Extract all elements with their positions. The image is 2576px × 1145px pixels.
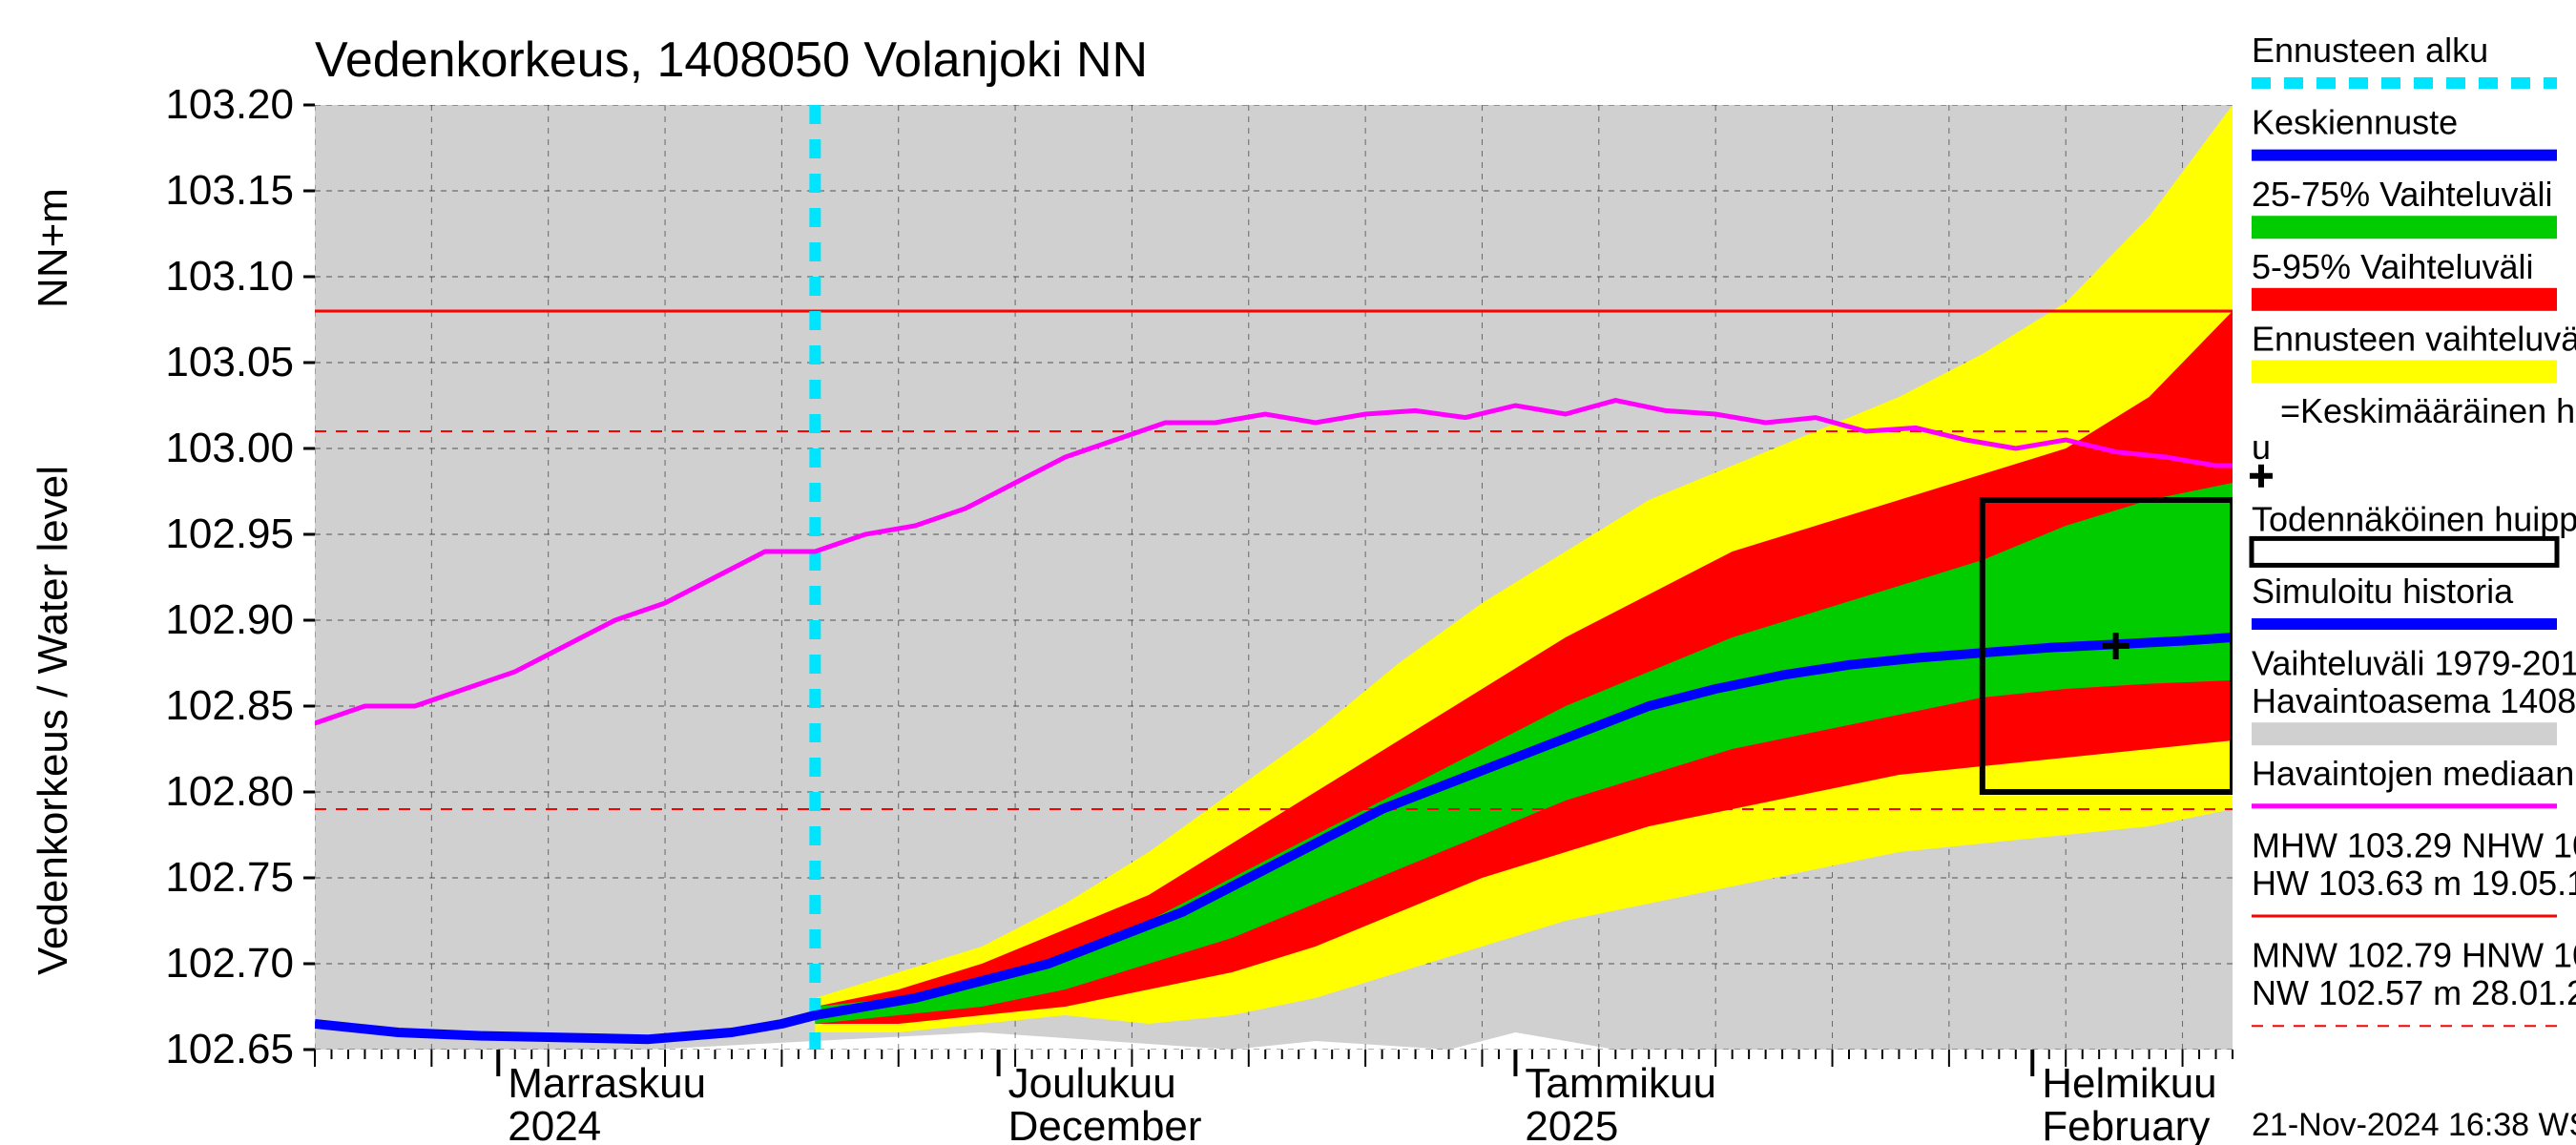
svg-text:Havaintoasema 1408050: Havaintoasema 1408050: [2252, 681, 2576, 720]
svg-text:Joulukuu: Joulukuu: [1008, 1060, 1176, 1107]
chart-svg: 102.65 102.70 102.75 102.80 102.85 102.90 102.…: [0, 0, 2576, 1145]
svg-text:Todennäköinen huippu: Todennäköinen huippu: [2252, 499, 2576, 538]
svg-text:2025: 2025: [1525, 1103, 1618, 1145]
svg-text:February: February: [2042, 1103, 2210, 1145]
svg-text:2024: 2024: [508, 1103, 601, 1145]
svg-text:Ennusteen vaihteluväli: Ennusteen vaihteluväli: [2252, 319, 2576, 358]
svg-text:103.15: 103.15: [165, 167, 294, 214]
svg-text:Vedenkorkeus / Water level: Vedenkorkeus / Water level: [30, 466, 76, 975]
svg-text:Keskiennuste: Keskiennuste: [2252, 103, 2458, 142]
svg-text:Vaihteluväli 1979-2019: Vaihteluväli 1979-2019: [2252, 644, 2576, 683]
svg-text:102.75: 102.75: [165, 854, 294, 901]
svg-text:103.20: 103.20: [165, 81, 294, 128]
svg-text:MHW 103.29 NHW 103.08: MHW 103.29 NHW 103.08: [2252, 825, 2576, 864]
svg-text:103.10: 103.10: [165, 253, 294, 300]
svg-text:Marraskuu: Marraskuu: [508, 1060, 706, 1107]
svg-text:102.70: 102.70: [165, 940, 294, 987]
svg-text:NW 102.57 m 28.01.2003: NW 102.57 m 28.01.2003: [2252, 973, 2576, 1012]
svg-text:Havaintojen mediaani: Havaintojen mediaani: [2252, 754, 2576, 793]
svg-text:102.95: 102.95: [165, 510, 294, 557]
svg-text:103.00: 103.00: [165, 425, 294, 471]
svg-text:Tammikuu: Tammikuu: [1525, 1060, 1716, 1107]
svg-text:u: u: [2252, 427, 2271, 467]
svg-text:=Keskimääräinen huippu: =Keskimääräinen huippu: [2280, 391, 2576, 430]
svg-text:103.05: 103.05: [165, 339, 294, 385]
svg-text:Helmikuu: Helmikuu: [2042, 1060, 2216, 1107]
svg-text:December: December: [1008, 1103, 1202, 1145]
svg-text:25-75% Vaihteluväli: 25-75% Vaihteluväli: [2252, 175, 2553, 214]
chart-root: 102.65 102.70 102.75 102.80 102.85 102.90 102.…: [0, 0, 2576, 1145]
svg-text:102.85: 102.85: [165, 682, 294, 729]
svg-text:21-Nov-2024 16:38 WSFS-O: 21-Nov-2024 16:38 WSFS-O: [2252, 1107, 2576, 1143]
svg-text:5-95% Vaihteluväli: 5-95% Vaihteluväli: [2252, 247, 2534, 286]
svg-text:102.90: 102.90: [165, 596, 294, 643]
svg-text:HW 103.63 m 19.05.1981: HW 103.63 m 19.05.1981: [2252, 864, 2576, 903]
svg-text:102.80: 102.80: [165, 768, 294, 815]
svg-text:102.65: 102.65: [165, 1026, 294, 1072]
svg-text:NN+m: NN+m: [30, 188, 76, 308]
svg-text:MNW 102.79 HNW 103.01: MNW 102.79 HNW 103.01: [2252, 936, 2576, 975]
chart-title: Vedenkorkeus, 1408050 Volanjoki NN: [315, 32, 1148, 88]
svg-text:Ennusteen alku: Ennusteen alku: [2252, 31, 2488, 70]
svg-text:Simuloitu historia: Simuloitu historia: [2252, 572, 2514, 611]
